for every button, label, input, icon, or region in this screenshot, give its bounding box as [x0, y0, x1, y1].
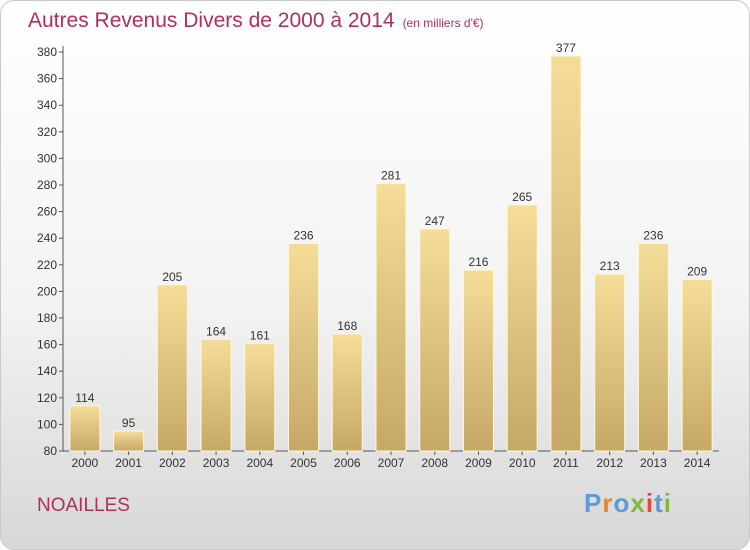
bar-value-label: 281	[381, 169, 401, 183]
place-name: NOAILLES	[37, 495, 130, 516]
bar	[594, 273, 626, 452]
y-tick-label: 180	[37, 311, 57, 325]
bar-value-label: 247	[425, 214, 445, 228]
y-tick-label: 260	[37, 205, 57, 219]
bar-value-label: 216	[468, 255, 488, 269]
y-tick-label: 160	[37, 338, 57, 352]
x-tick-label: 2009	[465, 456, 492, 470]
proxiti-logo[interactable]: Proxiti	[584, 488, 672, 519]
bar	[200, 338, 232, 452]
x-tick-label: 2000	[72, 456, 99, 470]
bar	[156, 284, 188, 452]
bar	[462, 269, 494, 452]
logo-letter: x	[630, 488, 646, 518]
bar-value-label: 168	[337, 319, 357, 333]
x-tick-label: 2008	[421, 456, 448, 470]
x-tick-label: 2014	[684, 456, 711, 470]
bar-value-label: 213	[600, 259, 620, 273]
bar	[288, 243, 320, 452]
bar	[69, 405, 101, 452]
x-tick-label: 2002	[159, 456, 186, 470]
bar	[375, 183, 407, 452]
y-tick-label: 340	[37, 98, 57, 112]
logo-letter: P	[584, 488, 603, 518]
bar	[550, 55, 582, 452]
y-tick-label: 280	[37, 178, 57, 192]
bar	[506, 204, 538, 452]
logo-letter: i	[645, 488, 655, 518]
bar-value-label: 236	[643, 229, 663, 243]
bar-value-label: 164	[206, 324, 226, 338]
x-tick-label: 2001	[115, 456, 142, 470]
bar-value-label: 209	[687, 264, 707, 278]
y-tick-label: 140	[37, 364, 57, 378]
y-tick-label: 240	[37, 231, 57, 245]
x-tick-label: 2003	[203, 456, 230, 470]
bar-value-label: 205	[162, 270, 182, 284]
y-tick-label: 100	[37, 417, 57, 431]
chart-title: Autres Revenus Divers de 2000 à 2014 (en …	[28, 9, 484, 33]
bar	[113, 430, 145, 452]
x-tick-label: 2013	[640, 456, 667, 470]
x-tick-label: 2011	[553, 456, 579, 470]
logo-letter: r	[602, 488, 614, 518]
y-tick-label: 80	[44, 444, 58, 458]
bar-value-label: 377	[556, 41, 576, 55]
bar	[244, 342, 276, 452]
x-tick-label: 2012	[596, 456, 623, 470]
x-tick-label: 2005	[290, 456, 317, 470]
logo-letter: t	[654, 488, 664, 518]
bar-value-label: 265	[512, 190, 532, 204]
y-tick-label: 320	[37, 125, 57, 139]
bar	[331, 333, 363, 452]
unit-subtitle: (en milliers d'€)	[402, 16, 484, 30]
y-tick-label: 200	[37, 284, 57, 298]
title-text: Autres Revenus Divers de 2000 à 2014	[28, 9, 395, 32]
y-tick-label: 300	[37, 151, 57, 165]
bar	[419, 228, 451, 452]
x-tick-label: 2004	[246, 456, 273, 470]
logo-letter: i	[663, 488, 672, 518]
x-tick-label: 2006	[334, 456, 361, 470]
y-tick-label: 120	[37, 391, 57, 405]
bar-value-label: 114	[75, 391, 94, 405]
logo-letter: o	[613, 488, 631, 518]
bar	[681, 278, 713, 452]
y-tick-label: 360	[37, 72, 57, 86]
y-tick-label: 220	[37, 258, 57, 272]
y-tick-label: 380	[37, 45, 57, 59]
x-tick-label: 2010	[509, 456, 536, 470]
bar-value-label: 161	[250, 328, 270, 342]
bar	[637, 243, 669, 452]
bar-value-label: 236	[294, 229, 314, 243]
bar-value-label: 95	[122, 416, 136, 430]
x-tick-label: 2007	[378, 456, 405, 470]
